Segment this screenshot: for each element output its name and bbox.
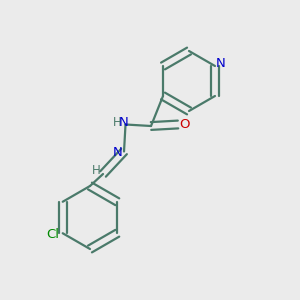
Text: Cl: Cl	[46, 228, 60, 241]
Text: H: H	[113, 116, 122, 130]
Text: N: N	[112, 146, 122, 160]
Text: O: O	[179, 118, 190, 131]
Text: N: N	[119, 116, 129, 130]
Text: N: N	[215, 57, 225, 70]
Text: H: H	[92, 164, 101, 177]
